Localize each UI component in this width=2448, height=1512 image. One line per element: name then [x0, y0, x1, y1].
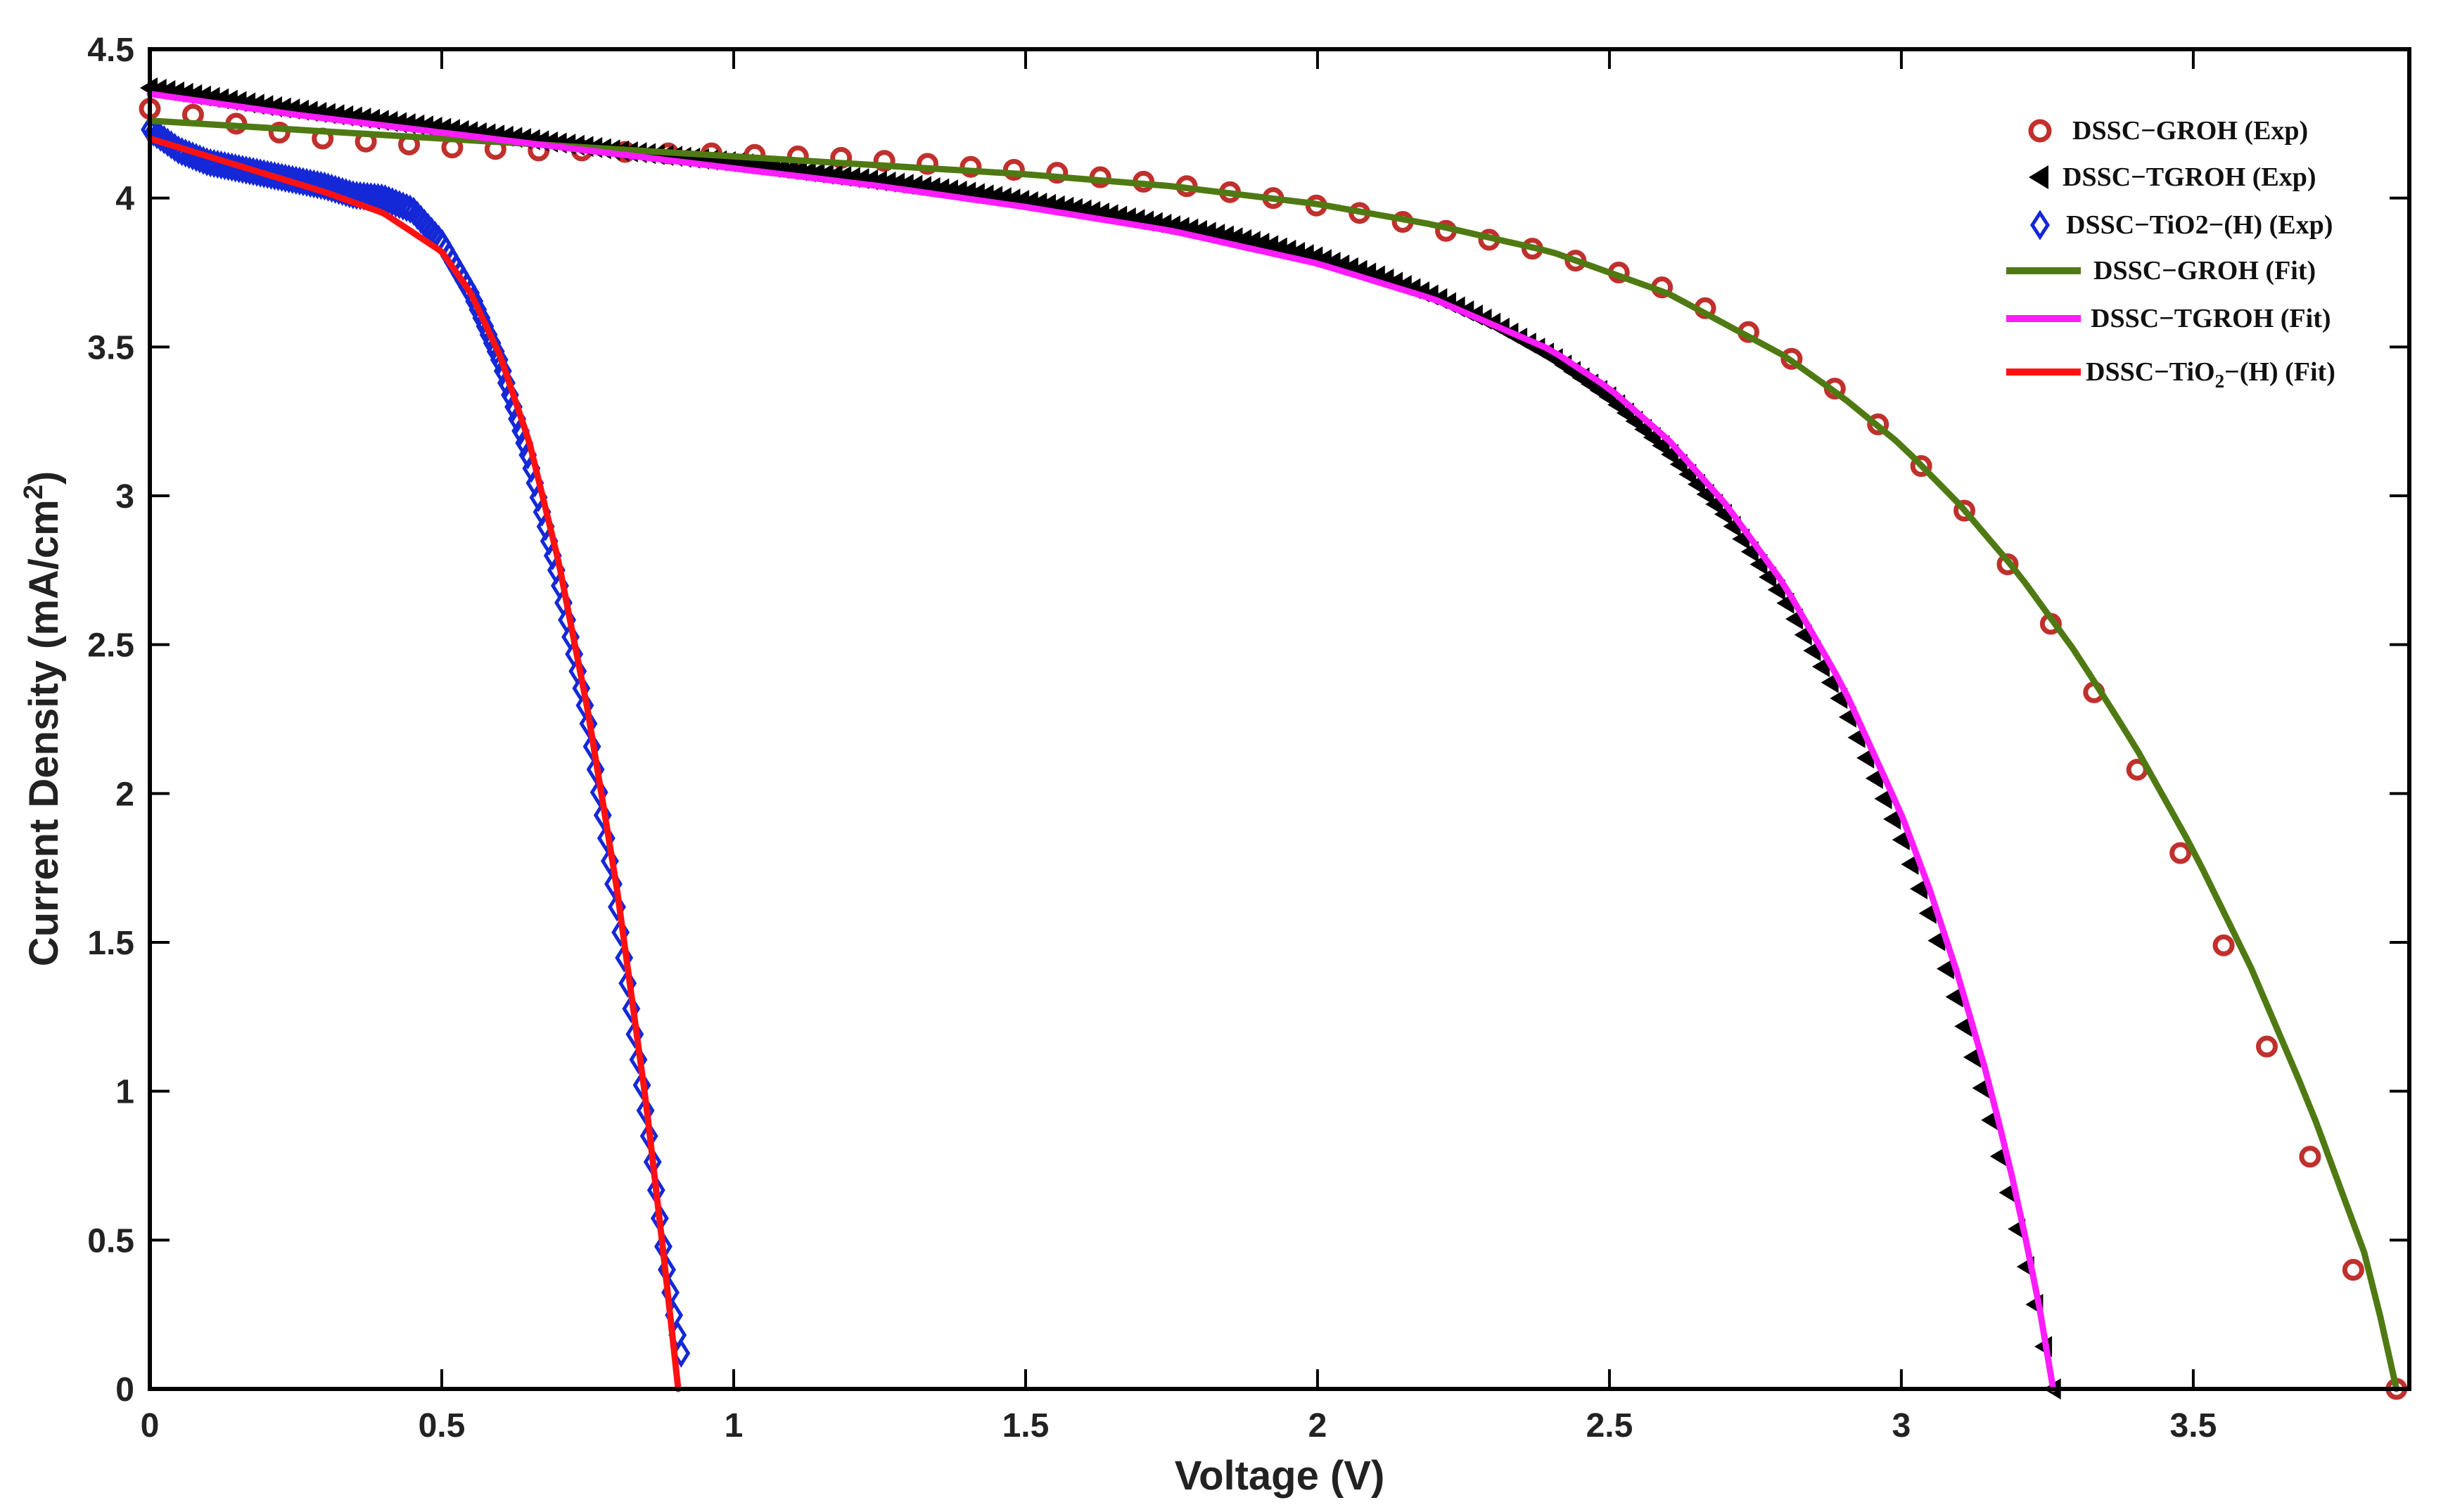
fit-line-5: [146, 135, 682, 1392]
exp-marker-triangle-202: [1936, 958, 1954, 980]
legend-label-main: DSSC−TiO: [2086, 357, 2215, 387]
exp-marker-diamond-98: [490, 345, 509, 375]
plot-marks: [139, 77, 2408, 1400]
exp-marker-triangle-201: [1927, 930, 1946, 952]
exp-marker-circle-21: [1046, 162, 1069, 184]
legend-entry-3: DSSC−GROH (Fit): [2006, 256, 2316, 286]
legend-entry-5: DSSC−TiO2−(H) (Fit): [2006, 357, 2335, 392]
fit-line-3: [146, 117, 2400, 1392]
plot-frame: [148, 47, 2411, 1391]
x-tick-label: 1: [725, 1407, 744, 1444]
exp-marker-triangle-195: [1874, 788, 1892, 809]
legend-label-subscript: 2: [2215, 371, 2225, 392]
exp-marker-circle-48: [2212, 934, 2235, 956]
exp-marker-diamond-99: [493, 356, 512, 386]
y-tick-label: 1.5: [87, 925, 134, 962]
exp-marker-circle-43: [1996, 553, 2019, 575]
x-tick-label: 3.5: [2170, 1407, 2217, 1444]
legend-symbol-triangle: [2029, 165, 2048, 189]
y-tick-label: 2: [115, 776, 134, 813]
exp-marker-triangle-197: [1892, 829, 1910, 851]
exp-marker-diamond-137: [629, 1045, 648, 1075]
legend-entry-4: DSSC−TGROH (Fit): [2006, 304, 2331, 333]
exp-marker-circle-49: [2255, 1035, 2278, 1058]
exp-marker-triangle-203: [1945, 986, 1963, 1008]
x-axis-title: Voltage (V): [1175, 1453, 1385, 1499]
x-tick-label: 3: [1892, 1407, 1911, 1444]
exp-marker-diamond-125: [586, 755, 605, 784]
exp-marker-triangle-196: [1883, 808, 1901, 830]
y-tick-label: 4.5: [87, 32, 134, 69]
fit-line-4: [146, 91, 2057, 1392]
x-tick-label: 2: [1308, 1407, 1327, 1444]
legend-symbol-circle: [2028, 119, 2052, 143]
y-axis-title-close: ): [21, 471, 67, 485]
legend-label: DSSC−TGROH (Exp): [2063, 162, 2316, 192]
exp-marker-circle-20: [1002, 158, 1025, 181]
exp-marker-circle-19: [960, 155, 982, 178]
legend-label: DSSC−GROH (Exp): [2072, 116, 2308, 146]
y-axis-title-main: Current Density (mA/cm: [21, 499, 67, 966]
legend-label: DSSC−TiO2−(H) (Exp): [2066, 210, 2333, 240]
exp-marker-triangle-205: [1963, 1046, 1981, 1068]
legend: DSSC−GROH (Exp) DSSC−TGROH (Exp) DSSC−TiO2…: [2006, 116, 2335, 392]
exp-marker-circle-17: [873, 150, 895, 172]
legend-entry-1: DSSC−TGROH (Exp): [2029, 162, 2316, 192]
legend-symbol-diamond: [2030, 210, 2050, 241]
exp-marker-triangle-200: [1918, 902, 1937, 924]
series-exp-0: [139, 98, 2408, 1400]
y-tick-label: 4: [115, 181, 134, 218]
exp-marker-circle-42: [1953, 499, 1976, 522]
legend-entry-2: DSSC−TiO2−(H) (Exp): [2030, 210, 2333, 241]
legend-entry-0: DSSC−GROH (Exp): [2028, 116, 2308, 146]
exp-marker-diamond-126: [589, 777, 608, 807]
y-axis-title-superscript: 2: [19, 485, 49, 499]
exp-marker-circle-40: [1867, 413, 1889, 435]
exp-marker-triangle-206: [1972, 1077, 1990, 1099]
x-tick-label: 0.5: [419, 1407, 466, 1444]
exp-marker-triangle-194: [1865, 767, 1883, 789]
x-tick-label: 1.5: [1002, 1407, 1050, 1444]
exp-marker-triangle-204: [1954, 1016, 1972, 1037]
exp-marker-diamond-136: [625, 1019, 644, 1049]
exp-marker-triangle-193: [1856, 747, 1875, 769]
y-tick-label: 3.5: [87, 329, 134, 366]
x-tick-label: 0: [141, 1407, 160, 1444]
exp-marker-circle-41: [1910, 455, 1932, 478]
exp-marker-triangle-198: [1901, 854, 1919, 876]
exp-marker-triangle-199: [1910, 878, 1928, 899]
y-tick-label: 3: [115, 478, 134, 515]
legend-label: DSSC−GROH (Fit): [2093, 256, 2316, 286]
axis-ticks: 0 0.5 1 1.5 2 2.5 3 3.5 0 0.5 1 1.5 2 2.5 3 3.5 4 4.5: [87, 32, 2409, 1444]
x-tick-label: 2.5: [1586, 1407, 1633, 1444]
y-tick-label: 1: [115, 1074, 134, 1111]
y-tick-label: 2.5: [87, 627, 134, 665]
exp-marker-diamond-124: [582, 731, 601, 762]
legend-label-rest: −(H) (Fit): [2224, 357, 2335, 387]
legend-label: DSSC−TiO2−(H) (Fit): [2086, 357, 2335, 392]
y-tick-label: 0: [115, 1371, 134, 1409]
legend-label: DSSC−TGROH (Fit): [2091, 304, 2331, 333]
exp-marker-circle-51: [2342, 1259, 2364, 1281]
y-tick-label: 0.5: [87, 1222, 134, 1260]
exp-marker-circle-50: [2299, 1146, 2321, 1168]
y-axis-title: Current Density (mA/cm2): [19, 471, 67, 966]
exp-marker-circle-18: [917, 153, 939, 175]
series-exp-1: [140, 77, 2061, 1399]
exp-marker-diamond-123: [579, 709, 598, 738]
exp-marker-circle-3: [268, 122, 291, 144]
exp-marker-circle-47: [2169, 842, 2192, 864]
series-exp-2: [141, 115, 691, 1368]
